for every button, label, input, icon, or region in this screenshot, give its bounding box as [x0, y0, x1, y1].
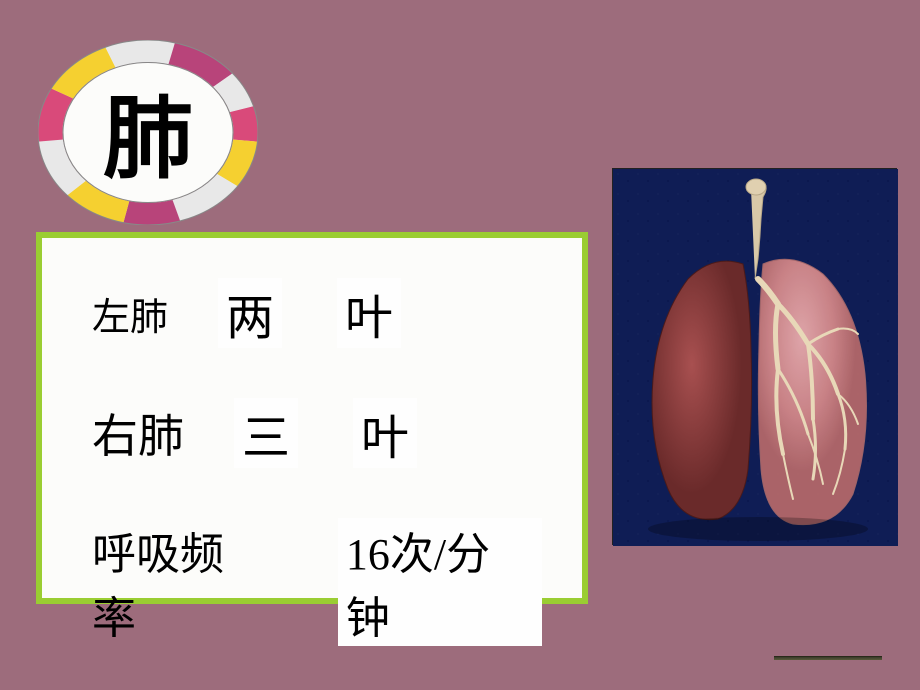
breathing-rate-row: 呼吸频率 16次/分钟 [82, 518, 542, 646]
right-lung-label: 右肺 [92, 400, 184, 466]
page-indicator [774, 656, 882, 660]
left-lung-row: 左肺 两 叶 [82, 278, 542, 348]
right-lung-unit: 叶 [353, 398, 417, 468]
info-panel: 左肺 两 叶 右肺 三 叶 呼吸频率 16次/分钟 [36, 232, 588, 604]
title-badge: 肺 [38, 40, 258, 225]
lung-svg [613, 169, 898, 546]
left-lung-label: 左肺 [92, 286, 168, 341]
right-lung-row: 右肺 三 叶 [82, 398, 542, 468]
lung-anatomy-image [612, 168, 897, 545]
left-lung-unit: 叶 [337, 278, 401, 348]
left-lung-count: 两 [218, 278, 282, 348]
breathing-rate-label: 呼吸频率 [92, 518, 268, 646]
info-content: 左肺 两 叶 右肺 三 叶 呼吸频率 16次/分钟 [42, 238, 582, 686]
right-lung-count: 三 [234, 398, 298, 468]
breathing-rate-value: 16次/分钟 [338, 518, 542, 646]
title-character: 肺 [103, 65, 193, 195]
